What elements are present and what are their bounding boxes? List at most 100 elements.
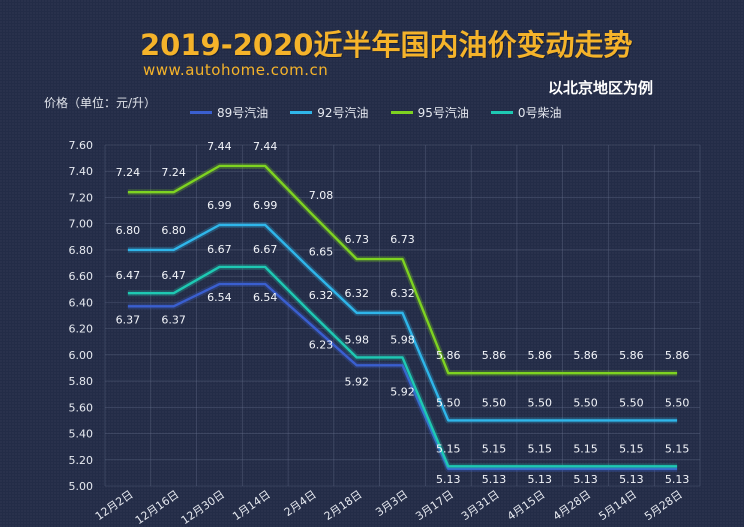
website-url: www.autohome.com.cn — [143, 61, 329, 79]
data-label: 6.67 — [253, 243, 278, 256]
data-label: 6.47 — [161, 269, 186, 282]
data-label: 5.92 — [344, 375, 369, 388]
data-label: 6.23 — [309, 339, 334, 352]
chart-subtitle: 以北京地区为例 — [548, 79, 654, 97]
data-label: 5.86 — [619, 349, 644, 362]
chart-title: 2019-2020近半年国内油价变动走势 — [140, 28, 633, 62]
data-label: 7.24 — [116, 166, 141, 179]
legend-label: 89号汽油 — [217, 106, 269, 120]
data-label: 6.99 — [207, 199, 232, 212]
x-tick-label: 5月28日 — [642, 488, 685, 523]
legend-swatch — [390, 111, 413, 114]
series-line — [127, 223, 678, 422]
x-tick-label: 12月16日 — [133, 488, 181, 527]
data-label: 5.98 — [390, 333, 415, 346]
y-tick-label: 6.40 — [69, 296, 94, 309]
data-label: 5.15 — [573, 442, 598, 455]
data-label: 5.15 — [619, 442, 644, 455]
y-tick-label: 5.60 — [69, 401, 94, 414]
y-tick-label: 5.40 — [69, 428, 94, 441]
data-label: 5.50 — [573, 396, 598, 409]
data-label: 5.86 — [482, 349, 507, 362]
x-tick-label: 4月15日 — [505, 488, 548, 523]
x-tick-label: 3月31日 — [459, 488, 502, 523]
series-line — [127, 265, 678, 468]
data-label: 5.13 — [573, 473, 598, 486]
legend-swatch — [290, 111, 313, 114]
data-label: 5.50 — [665, 396, 690, 409]
data-label: 6.47 — [116, 269, 141, 282]
x-tick-label: 5月14日 — [596, 488, 639, 523]
data-label: 7.24 — [161, 166, 186, 179]
y-tick-label: 7.60 — [69, 139, 94, 152]
legend-swatch — [490, 111, 513, 114]
x-tick-label: 12月2日 — [93, 488, 136, 523]
legend-item: 92号汽油 — [290, 104, 369, 121]
data-label: 5.86 — [665, 349, 690, 362]
legend-label: 92号汽油 — [317, 106, 369, 120]
y-tick-label: 7.40 — [69, 165, 94, 178]
legend-item: 95号汽油 — [390, 104, 469, 121]
x-tick-label: 3月17日 — [413, 488, 456, 523]
legend-swatch — [190, 111, 212, 114]
legend: 89号汽油 92号汽油 95号汽油 0号柴油 — [190, 104, 610, 121]
data-label: 5.15 — [665, 442, 690, 455]
legend-label: 0号柴油 — [517, 106, 562, 120]
data-label: 5.15 — [436, 442, 461, 455]
y-tick-label: 7.20 — [69, 191, 94, 204]
y-tick-label: 7.00 — [69, 218, 94, 231]
legend-label: 95号汽油 — [417, 106, 469, 120]
data-label: 5.13 — [482, 473, 507, 486]
data-label: 5.98 — [344, 333, 369, 346]
data-label: 7.44 — [207, 140, 232, 153]
data-label: 6.73 — [390, 233, 415, 246]
data-label: 5.13 — [436, 473, 461, 486]
data-label: 6.80 — [116, 224, 141, 237]
x-tick-label: 2月18日 — [322, 488, 365, 523]
data-label: 5.13 — [619, 473, 644, 486]
y-tick-label: 5.20 — [69, 454, 94, 467]
data-label: 5.13 — [528, 473, 553, 486]
data-label: 5.86 — [573, 349, 598, 362]
data-label: 5.86 — [528, 349, 553, 362]
y-tick-label: 5.80 — [69, 375, 94, 388]
data-label: 7.44 — [253, 140, 278, 153]
data-label: 5.15 — [482, 442, 507, 455]
series-line — [127, 164, 678, 375]
y-axis-label: 价格（单位：元/升） — [44, 96, 157, 110]
x-tick-label: 3月3日 — [373, 488, 410, 519]
data-label: 5.50 — [436, 396, 461, 409]
y-tick-label: 6.60 — [69, 270, 94, 283]
data-label: 6.80 — [161, 224, 186, 237]
y-tick-label: 6.20 — [69, 323, 94, 336]
data-label: 5.86 — [436, 349, 461, 362]
y-tick-label: 6.80 — [69, 244, 94, 257]
data-label: 5.50 — [528, 396, 553, 409]
x-tick-label: 1月14日 — [230, 488, 273, 523]
data-label: 5.13 — [665, 473, 690, 486]
data-label: 5.50 — [482, 396, 507, 409]
data-label: 7.08 — [309, 189, 334, 202]
legend-item: 0号柴油 — [490, 104, 562, 121]
y-tick-label: 5.00 — [69, 480, 94, 493]
y-tick-label: 6.00 — [69, 349, 94, 362]
data-label: 5.50 — [619, 396, 644, 409]
data-label: 6.37 — [161, 313, 186, 326]
data-label: 6.37 — [116, 313, 141, 326]
data-label: 6.65 — [309, 246, 334, 259]
data-label: 6.54 — [207, 291, 232, 304]
data-label: 6.73 — [344, 233, 369, 246]
data-label: 6.32 — [344, 287, 369, 300]
x-tick-label: 12月30日 — [179, 488, 227, 527]
series-line — [127, 282, 678, 471]
data-label: 6.54 — [253, 291, 278, 304]
x-tick-label: 4月28日 — [551, 488, 594, 523]
data-label: 6.99 — [253, 199, 278, 212]
data-label: 6.32 — [309, 289, 334, 302]
data-label: 5.15 — [528, 442, 553, 455]
x-tick-label: 2月4日 — [282, 488, 319, 519]
data-label: 6.67 — [207, 243, 232, 256]
data-label: 6.32 — [390, 287, 415, 300]
data-label: 5.92 — [390, 385, 415, 398]
